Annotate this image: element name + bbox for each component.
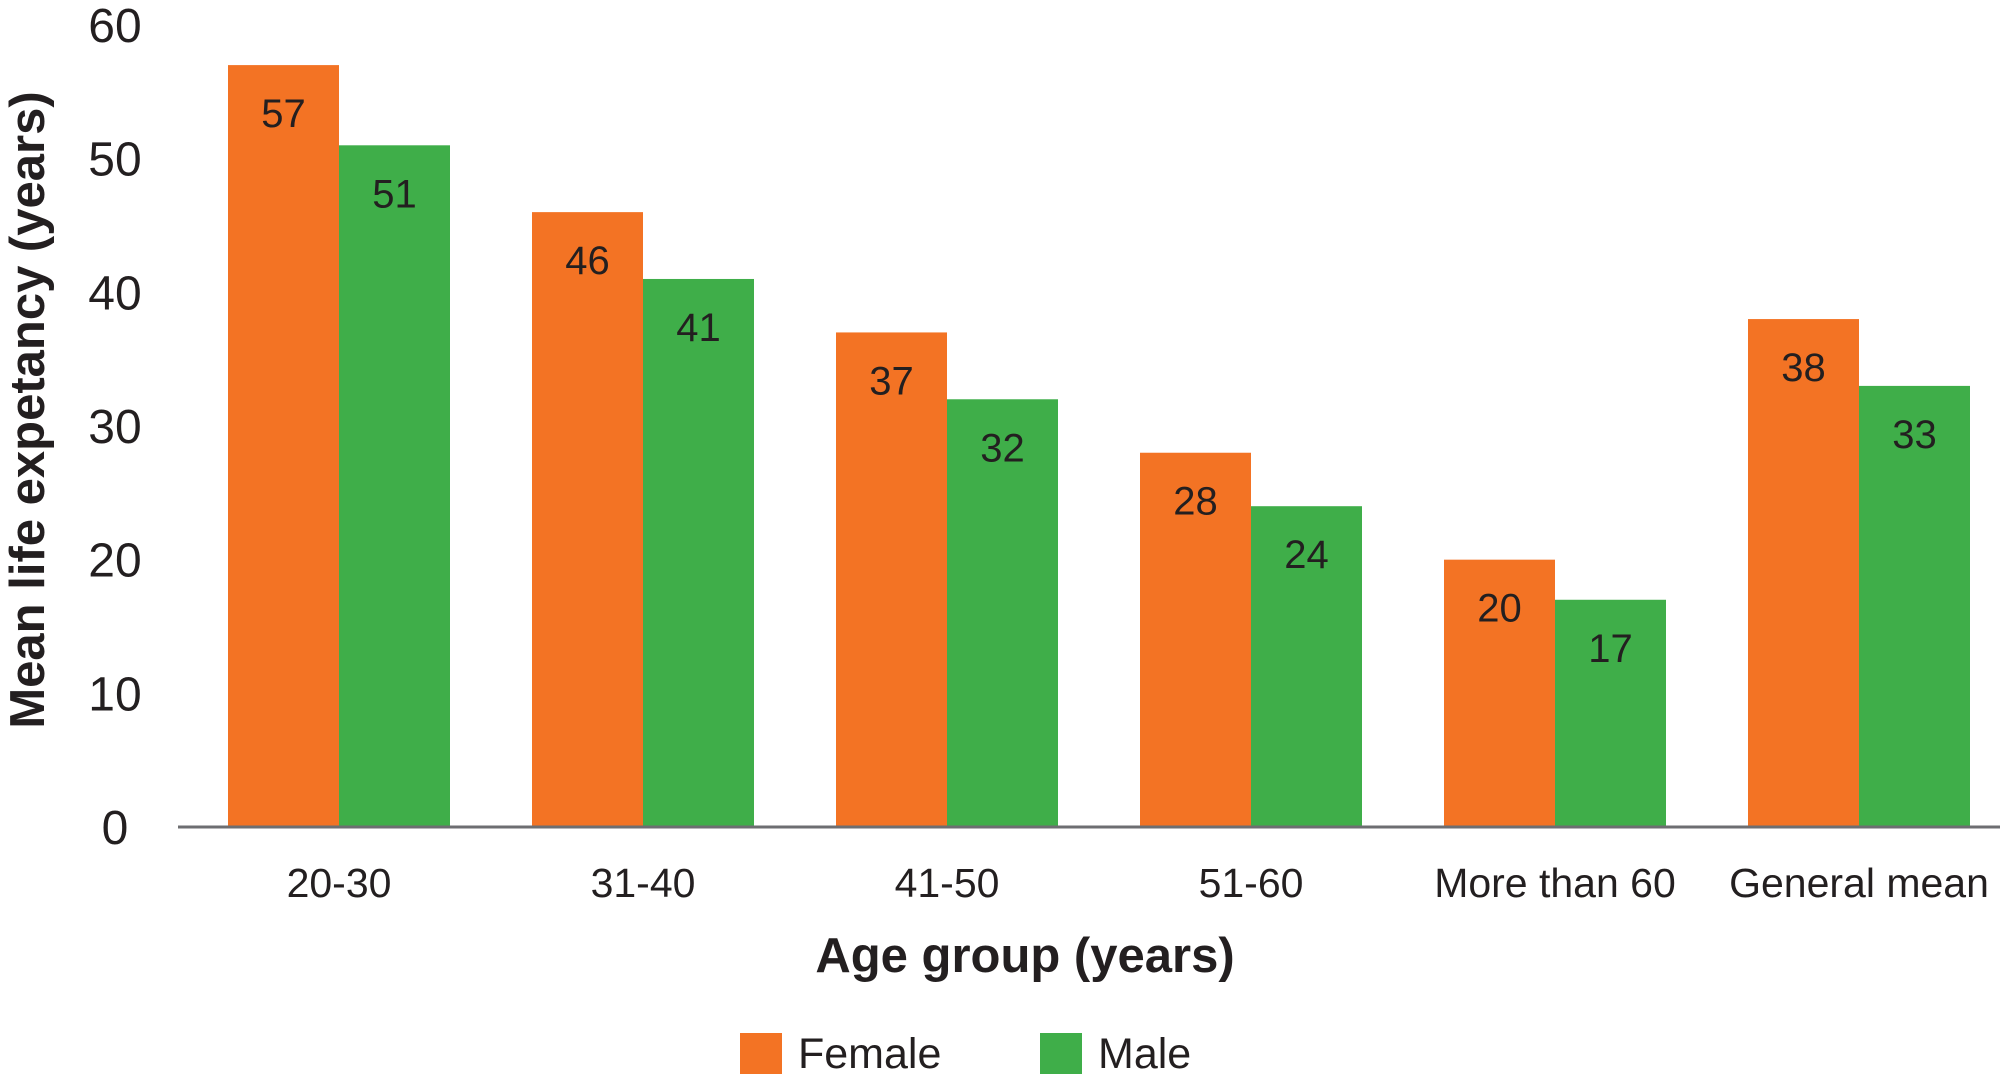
bar-label-female-1: 46 — [565, 239, 610, 283]
x-category-label: General mean — [1729, 860, 1989, 906]
bars-layer — [228, 65, 1970, 828]
bar-female-1 — [532, 212, 643, 828]
legend-label-female: Female — [798, 1030, 941, 1074]
bar-male-2 — [947, 399, 1058, 827]
x-category-label: 31-40 — [591, 860, 696, 906]
bar-label-male-1: 41 — [676, 306, 721, 350]
bar-male-1 — [643, 278, 754, 827]
bar-male-4 — [1555, 599, 1666, 827]
y-axis-title: Mean life expetancy (years) — [1, 91, 55, 728]
y-tick-label: 40 — [88, 267, 141, 320]
x-axis-title: Age group (years) — [815, 929, 1234, 983]
bar-male-5 — [1859, 385, 1970, 827]
bar-female-0 — [228, 65, 339, 828]
bar-male-3 — [1251, 506, 1362, 827]
x-category-label: 41-50 — [895, 860, 1000, 906]
bar-female-3 — [1140, 452, 1251, 827]
y-tick-label: 60 — [88, 0, 141, 53]
y-tick-label: 10 — [88, 668, 141, 721]
legend: Female Male — [740, 1030, 1191, 1074]
x-axis-category-labels: 20-30 31-40 41-50 51-60 More than 60 General … — [287, 860, 1989, 906]
x-category-label: 20-30 — [287, 860, 392, 906]
bar-label-female-0: 57 — [261, 92, 306, 136]
bar-female-4 — [1444, 559, 1555, 827]
bar-label-female-3: 28 — [1173, 480, 1218, 524]
bar-label-female-5: 38 — [1781, 346, 1826, 390]
bar-label-female-4: 20 — [1477, 587, 1522, 631]
bar-label-male-3: 24 — [1284, 533, 1329, 577]
bar-label-male-0: 51 — [372, 172, 417, 216]
x-category-label: 51-60 — [1199, 860, 1304, 906]
bar-female-2 — [836, 332, 947, 827]
bar-label-male-5: 33 — [1892, 413, 1937, 457]
bar-label-female-2: 37 — [869, 359, 914, 403]
y-tick-label: 30 — [88, 401, 141, 454]
y-tick-label: 20 — [88, 535, 141, 588]
y-axis-ticks: 0 10 20 30 40 50 60 — [88, 0, 141, 855]
y-tick-label: 50 — [88, 134, 141, 187]
bar-male-0 — [339, 145, 450, 828]
bar-label-male-4: 17 — [1588, 627, 1633, 671]
legend-swatch-female — [740, 1033, 782, 1074]
bar-female-5 — [1748, 319, 1859, 827]
x-category-label: More than 60 — [1434, 860, 1676, 906]
bar-label-male-2: 32 — [980, 426, 1025, 470]
y-tick-label: 0 — [102, 802, 129, 855]
legend-swatch-male — [1040, 1033, 1082, 1074]
bar-labels-layer: 57 51 46 41 37 32 28 24 20 17 38 33 — [261, 92, 1937, 671]
legend-label-male: Male — [1098, 1030, 1191, 1074]
